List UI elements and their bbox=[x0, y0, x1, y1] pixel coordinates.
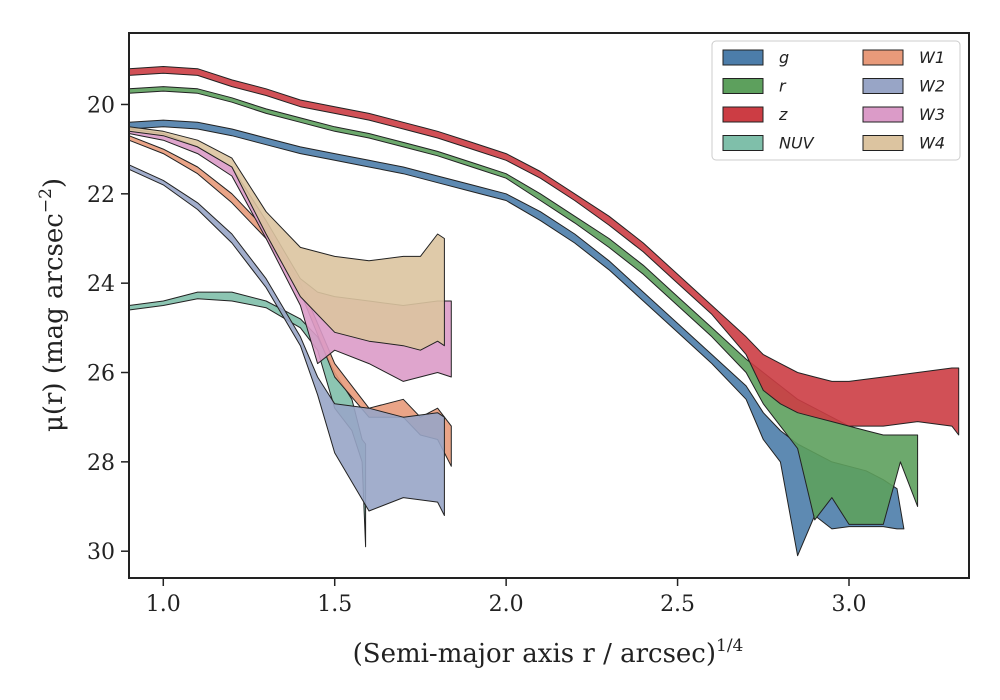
y-tick-label: 26 bbox=[87, 362, 115, 387]
y-tick-label: 22 bbox=[87, 183, 115, 208]
series-area-g bbox=[128, 119, 905, 557]
x-tick-label: 2.0 bbox=[489, 592, 524, 617]
legend-label-w1: W1 bbox=[919, 48, 945, 67]
series-areas bbox=[128, 66, 960, 557]
y-axis-label-close: ) bbox=[39, 178, 69, 188]
x-axis-label-exponent: 1/4 bbox=[716, 636, 743, 656]
legend-label-w3: W3 bbox=[919, 105, 945, 124]
legend-label-w4: W4 bbox=[919, 134, 945, 153]
legend: grz NUV W1 W2 W3 W4 bbox=[711, 40, 961, 161]
x-tick-label: 2.5 bbox=[660, 592, 695, 617]
legend-swatch-w1 bbox=[862, 49, 904, 66]
y-axis-label: μ(r) (mag arcsec−2) bbox=[36, 178, 69, 432]
x-tick-label: 1.5 bbox=[317, 592, 352, 617]
x-axis-label: (Semi-major axis r / arcsec)1/4 bbox=[353, 636, 744, 669]
legend-box bbox=[711, 40, 961, 161]
y-tick-label: 24 bbox=[87, 272, 115, 297]
legend-swatch-g bbox=[722, 49, 764, 66]
y-tick-label: 28 bbox=[87, 451, 115, 476]
x-tick-label: 3.0 bbox=[832, 592, 867, 617]
legend-label-z: z bbox=[778, 105, 788, 124]
legend-label-r: r bbox=[779, 77, 787, 96]
legend-label-g: g bbox=[779, 48, 789, 67]
legend-swatch-w2 bbox=[862, 78, 904, 94]
y-axis-ticks: 20 22 24 26 28 30 bbox=[87, 93, 129, 565]
plot-frame bbox=[128, 32, 970, 579]
legend-swatch-w4 bbox=[862, 135, 904, 151]
x-axis-ticks: 1.0 1.5 2.0 2.5 3.0 bbox=[146, 578, 867, 617]
series-area-w2 bbox=[128, 164, 445, 516]
y-tick-label: 30 bbox=[87, 540, 115, 565]
legend-swatch-nuv bbox=[722, 135, 764, 151]
legend-label-w2: W2 bbox=[919, 77, 945, 96]
x-tick-label: 1.0 bbox=[146, 592, 181, 617]
y-tick-label: 20 bbox=[87, 93, 115, 118]
series-area-z bbox=[128, 66, 960, 436]
series-area-r bbox=[128, 86, 919, 525]
legend-swatch-z bbox=[722, 106, 764, 123]
y-axis-label-exponent: −2 bbox=[36, 188, 56, 213]
legend-swatch-w3 bbox=[862, 106, 904, 123]
series-area-w4 bbox=[128, 126, 445, 351]
legend-label-nuv: NUV bbox=[779, 134, 815, 153]
series-area-nuv bbox=[128, 291, 367, 548]
legend-swatch-r bbox=[722, 78, 764, 94]
